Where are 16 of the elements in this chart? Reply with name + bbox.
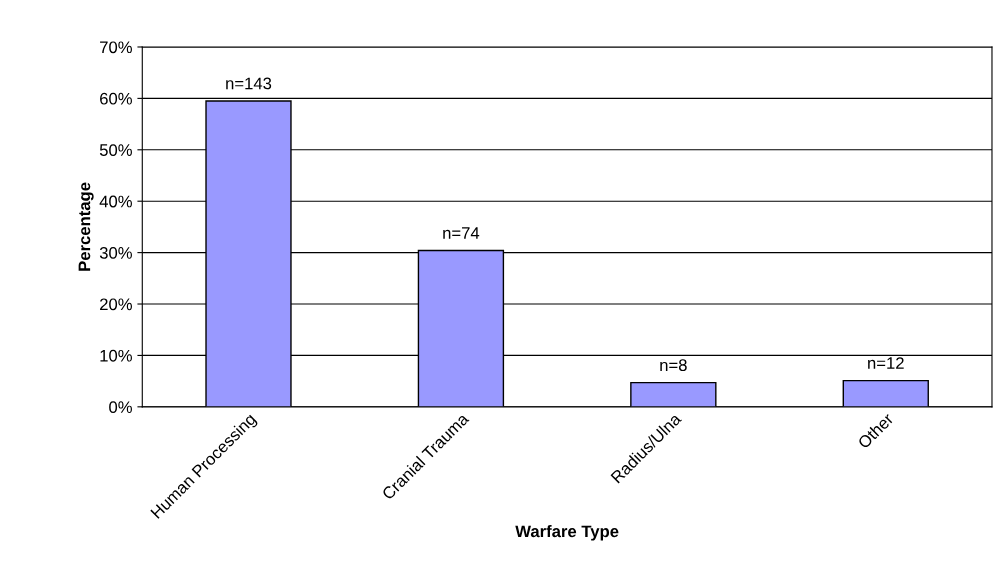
y-tick-label: 50% <box>99 144 132 156</box>
y-axis-title: Percentage <box>78 182 94 271</box>
y-tick-label: 20% <box>100 298 132 311</box>
annotation: n=74 <box>443 227 480 239</box>
bar <box>630 381 717 407</box>
annotation: n=143 <box>226 77 272 90</box>
y-tick-label: 40% <box>99 195 132 208</box>
y-tick-label: 70% <box>100 41 132 54</box>
bar <box>842 379 929 407</box>
y-tick-label: 10% <box>100 349 132 362</box>
x-axis-title: Warfare Type <box>515 525 619 541</box>
y-tick-label: 60% <box>100 92 132 105</box>
y-tick-label: 0% <box>109 401 132 414</box>
annotation: n=12 <box>868 357 904 369</box>
annotation: n=8 <box>660 359 687 372</box>
y-tick-label: 30% <box>99 247 132 259</box>
